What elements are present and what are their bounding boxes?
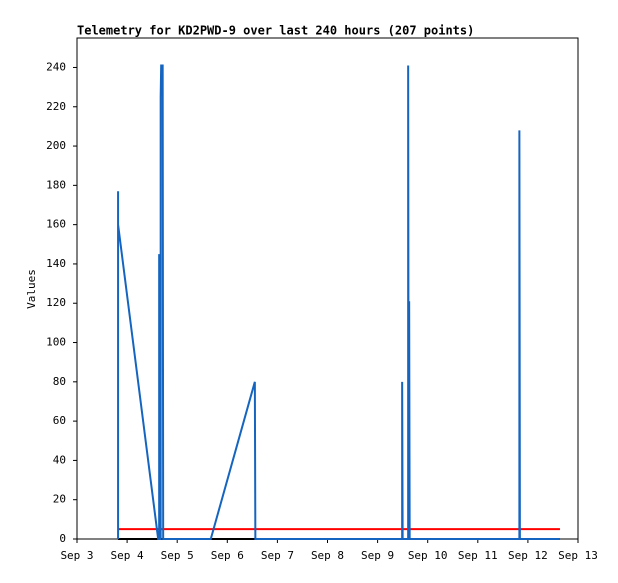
y-tick-label: 140: [46, 257, 66, 270]
chart-title: Telemetry for KD2PWD-9 over last 240 hou…: [77, 24, 474, 38]
x-tick-label: Sep 10: [408, 549, 448, 562]
x-tick-label: Sep 5: [161, 549, 194, 562]
y-tick-label: 60: [53, 414, 66, 427]
y-tick-label: 120: [46, 296, 66, 309]
x-tick-label: Sep 8: [311, 549, 344, 562]
x-tick-label: Sep 4: [111, 549, 144, 562]
y-tick-label: 200: [46, 139, 66, 152]
x-tick-label: Sep 11: [458, 549, 498, 562]
x-tick-label: Sep 3: [60, 549, 93, 562]
y-tick-label: 20: [53, 493, 66, 506]
y-tick-label: 240: [46, 60, 66, 73]
y-tick-label: 160: [46, 218, 66, 231]
x-tick-label: Sep 12: [508, 549, 548, 562]
x-tick-label: Sep 6: [211, 549, 244, 562]
series-line: [117, 64, 560, 540]
y-tick-label: 220: [46, 100, 66, 113]
y-tick-label: 180: [46, 178, 66, 191]
y-tick-label: 0: [59, 532, 66, 545]
y-tick-label: 100: [46, 336, 66, 349]
y-axis-label: Values: [25, 269, 38, 309]
x-tick-label: Sep 13: [558, 549, 598, 562]
x-tick-label: Sep 9: [361, 549, 394, 562]
x-tick-label: Sep 7: [261, 549, 294, 562]
y-tick-label: 80: [53, 375, 66, 388]
y-tick-label: 40: [53, 453, 66, 466]
